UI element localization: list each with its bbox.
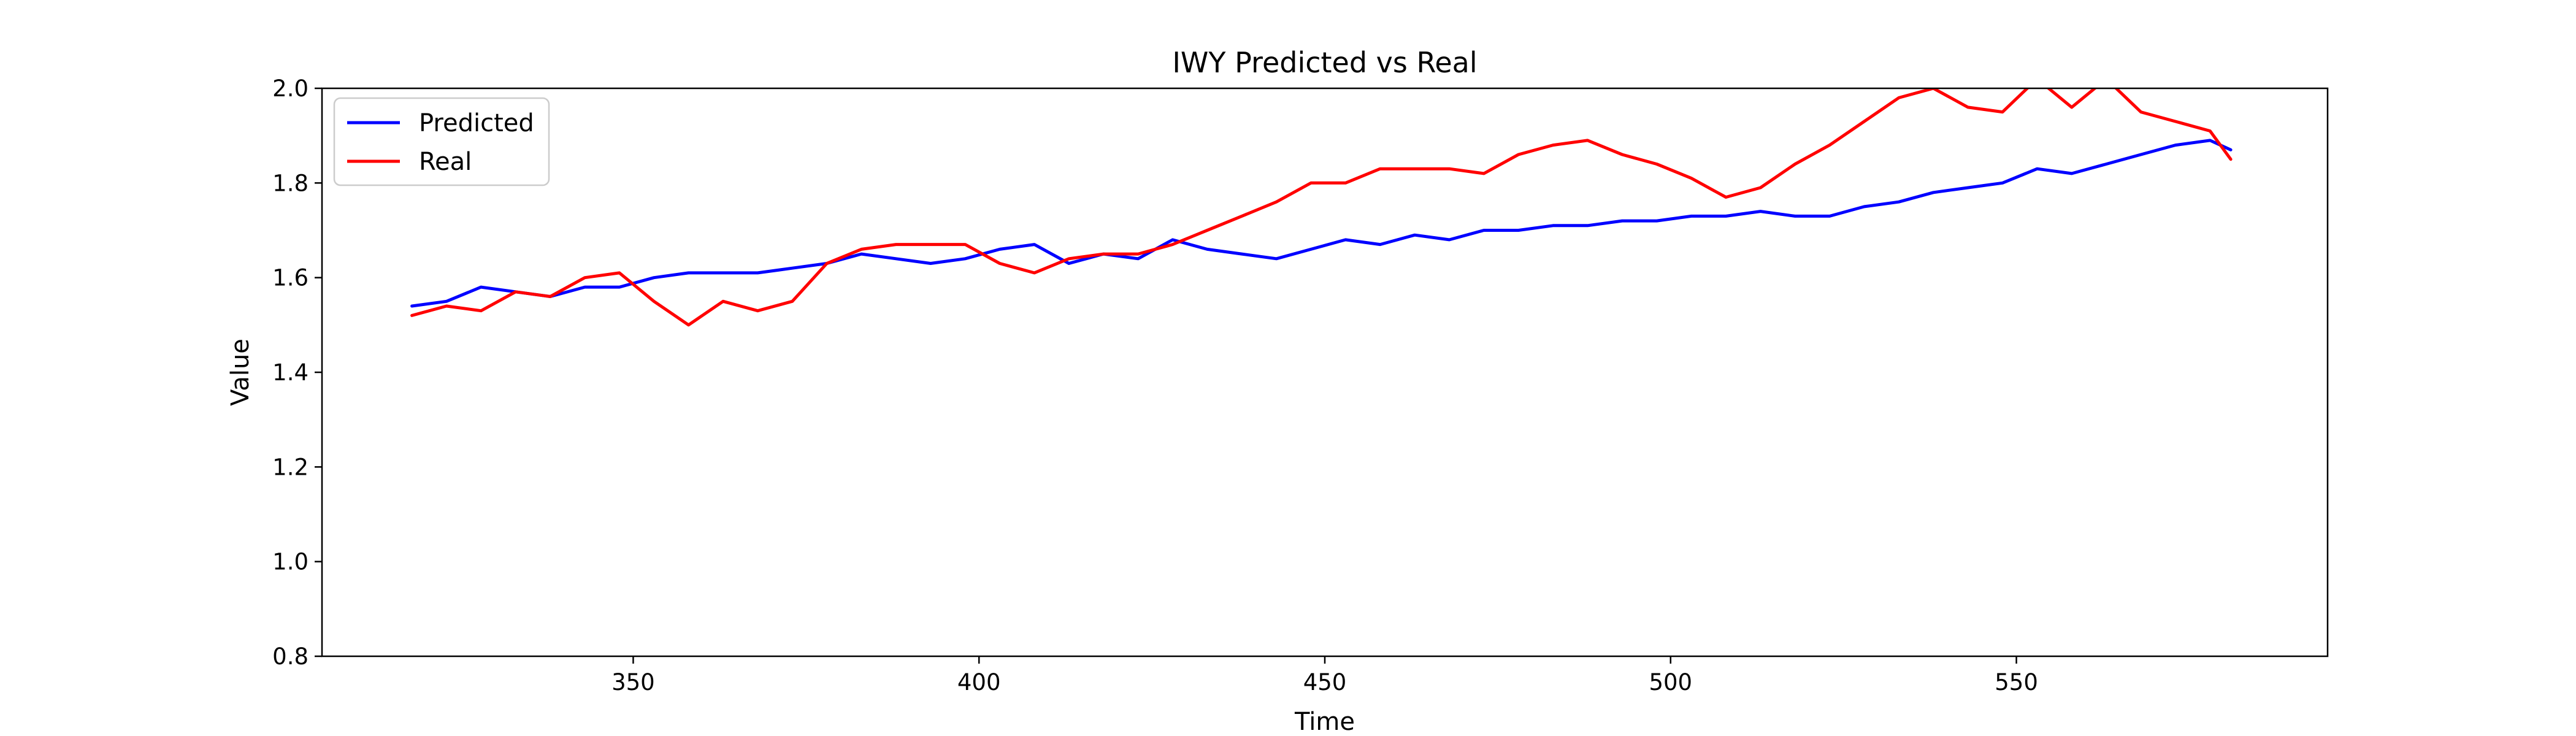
y-tick-label: 1.4 <box>272 359 309 386</box>
series-layer <box>410 88 2233 327</box>
y-tick-label: 1.2 <box>272 454 309 480</box>
x-tick-label: 400 <box>957 669 1001 696</box>
series-line-predicted <box>410 139 2233 308</box>
y-tick-label: 0.8 <box>272 643 309 670</box>
x-axis-label: Time <box>1294 708 1355 736</box>
chart-title: IWY Predicted vs Real <box>1172 46 1477 79</box>
series-line-real <box>410 88 2233 327</box>
legend-label-real: Real <box>419 148 472 176</box>
y-axis: 0.8 1.0 1.2 1.4 1.6 1.8 2.0 <box>272 75 322 670</box>
y-tick-label: 1.0 <box>272 549 309 575</box>
x-axis: 350 400 450 500 550 <box>611 656 2038 696</box>
y-tick-label: 1.6 <box>272 265 309 291</box>
legend-label-predicted: Predicted <box>419 109 534 137</box>
legend: Predicted Real <box>333 97 550 186</box>
y-tick-label: 2.0 <box>272 75 309 102</box>
x-tick-label: 350 <box>611 669 655 696</box>
y-axis-label: Value <box>226 339 255 406</box>
x-tick-label: 550 <box>1995 669 2038 696</box>
legend-box <box>333 97 550 186</box>
y-tick-label: 1.8 <box>272 170 309 196</box>
x-tick-label: 450 <box>1303 669 1347 696</box>
x-tick-label: 500 <box>1649 669 1692 696</box>
